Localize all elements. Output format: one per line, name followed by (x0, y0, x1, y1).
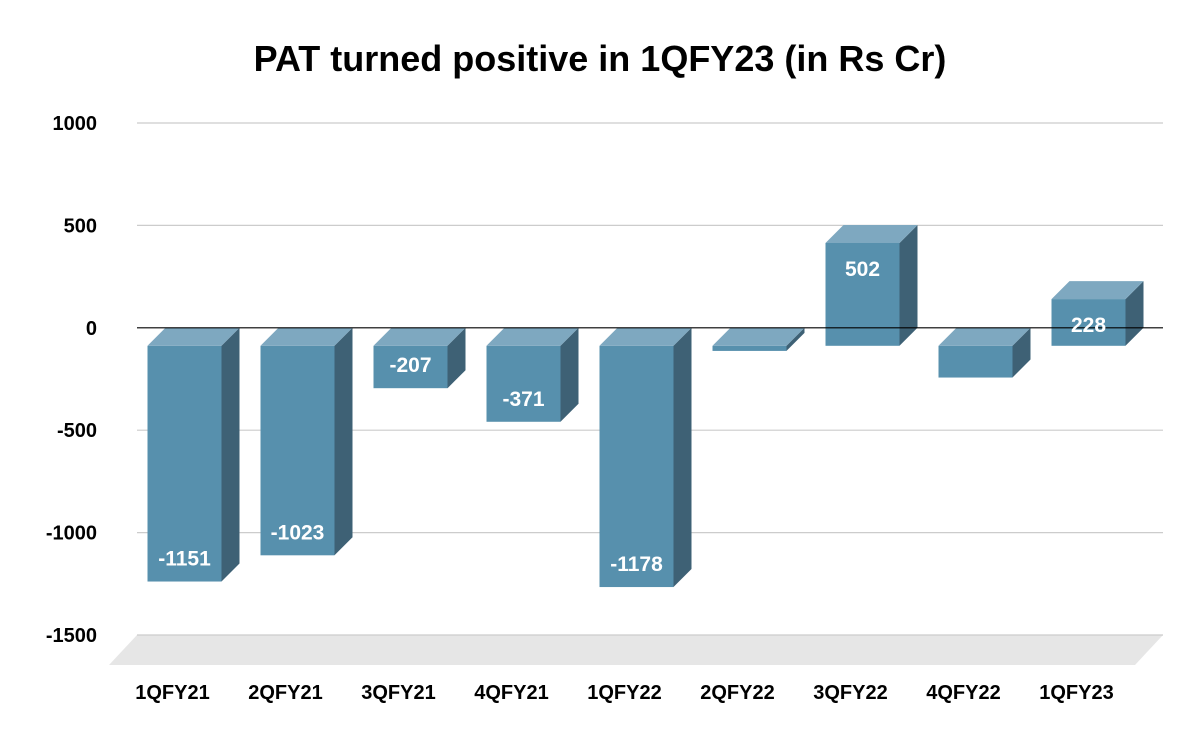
data-label: 228 (1071, 314, 1106, 337)
bar-side-4QFY22 (1012, 327, 1031, 378)
chart-floor (109, 635, 1163, 665)
y-tick-label: -500 (57, 420, 97, 442)
bar-side-3QFY21 (447, 327, 466, 389)
y-tick-label: -1500 (46, 625, 97, 647)
chart-title: PAT turned positive in 1QFY23 (in Rs Cr) (253, 38, 947, 79)
bar-side-2QFY22 (786, 327, 805, 351)
x-tick-label: 1QFY22 (587, 682, 661, 704)
bar-1QFY22 (599, 345, 674, 588)
bar-3QFY21 (373, 345, 448, 389)
x-tick-label: 2QFY22 (700, 682, 774, 704)
data-label: -1151 (158, 548, 211, 571)
x-tick-label: 3QFY21 (361, 682, 435, 704)
bar-top-1QFY22 (599, 327, 692, 346)
bar-1QFY21 (147, 345, 222, 582)
data-label: -1178 (610, 553, 663, 576)
y-tick-label: 0 (86, 318, 97, 340)
bar-side-1QFY23 (1125, 281, 1144, 346)
bar-side-2QFY21 (334, 327, 353, 556)
bar-2QFY21 (260, 345, 335, 556)
bar-top-1QFY23 (1051, 281, 1144, 300)
y-tick-label: 500 (64, 215, 97, 237)
bar-3QFY22 (825, 242, 900, 346)
data-label: -207 (389, 354, 431, 377)
bar-1QFY23 (1051, 299, 1126, 346)
bar-2QFY22 (712, 345, 787, 351)
y-tick-label: -1000 (46, 523, 97, 545)
data-label: -1023 (271, 521, 325, 544)
data-label: 502 (845, 258, 880, 281)
y-tick-label: 1000 (53, 113, 98, 135)
bar-top-2QFY21 (260, 327, 353, 346)
x-tick-label: 1QFY23 (1039, 682, 1113, 704)
bar-side-1QFY21 (221, 327, 240, 582)
bar-top-3QFY22 (825, 224, 918, 243)
bar-4QFY21 (486, 345, 561, 422)
bar-side-4QFY21 (560, 327, 579, 422)
data-label: -371 (502, 388, 544, 411)
x-tick-label: 1QFY21 (135, 682, 209, 704)
x-tick-label: 3QFY22 (813, 682, 887, 704)
x-tick-label: 2QFY21 (248, 682, 322, 704)
x-tick-label: 4QFY21 (474, 682, 548, 704)
bar-top-4QFY22 (938, 327, 1031, 346)
bar-4QFY22 (938, 345, 1013, 378)
x-tick-label: 4QFY22 (926, 682, 1000, 704)
bar-top-1QFY21 (147, 327, 240, 346)
bar-side-3QFY22 (899, 224, 918, 346)
bar-top-3QFY21 (373, 327, 466, 346)
bar-top-4QFY21 (486, 327, 579, 346)
bar-top-2QFY22 (712, 327, 805, 346)
bar-side-1QFY22 (673, 327, 692, 588)
